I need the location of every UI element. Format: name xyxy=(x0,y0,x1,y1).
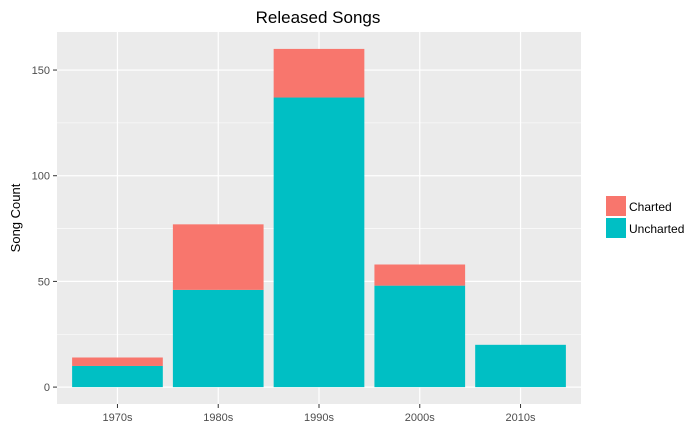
legend-label-uncharted: Uncharted xyxy=(629,222,684,236)
bar-uncharted-1990s xyxy=(273,97,365,388)
bars xyxy=(72,48,566,388)
legend-label-charted: Charted xyxy=(629,200,672,214)
y-tick-label: 100 xyxy=(32,171,50,183)
chart-title: Released Songs xyxy=(256,8,381,27)
x-tick-label: 1990s xyxy=(304,412,334,424)
bar-charted-2000s xyxy=(374,264,466,286)
bar-uncharted-1970s xyxy=(72,365,163,388)
bar-uncharted-1980s xyxy=(172,289,264,388)
y-axis-title: Song Count xyxy=(8,183,23,252)
y-tick-label: 0 xyxy=(44,382,50,394)
bar-uncharted-2010s xyxy=(475,344,566,388)
x-tick-label: 1970s xyxy=(102,412,132,424)
axes: 0 50 100 150 1970s 1980s 1990s 2000s 2010s xyxy=(32,65,536,424)
x-tick-label: 2000s xyxy=(405,412,435,424)
bar-charted-1990s xyxy=(273,48,365,98)
y-tick-label: 50 xyxy=(38,276,50,288)
bar-charted-1980s xyxy=(172,224,264,290)
legend-key-charted xyxy=(606,196,626,216)
bar-uncharted-2000s xyxy=(374,285,466,388)
x-tick-label: 2010s xyxy=(506,412,536,424)
legend-key-uncharted xyxy=(606,218,626,238)
x-tick-label: 1980s xyxy=(203,412,233,424)
y-tick-label: 150 xyxy=(32,65,50,77)
bar-charted-1970s xyxy=(72,357,163,366)
legend: Charted Uncharted xyxy=(606,196,684,238)
